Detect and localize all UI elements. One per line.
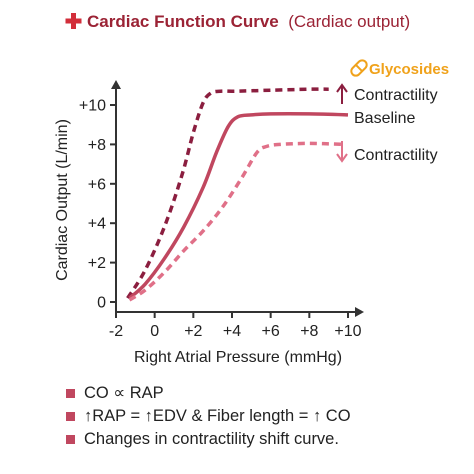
- y-ticks: 0 +2 +4 +6 +8 +10: [79, 98, 116, 312]
- x-ticks: -2 0 +2 +4 +6 +8 +10: [109, 312, 362, 340]
- series-layer: [126, 87, 349, 302]
- legend: Contractility Baseline Contractility: [336, 83, 438, 164]
- x-tick-label: 0: [150, 323, 159, 340]
- y-tick-label: +8: [88, 137, 106, 154]
- y-tick-label: +2: [88, 255, 106, 272]
- glycosides-label: Glycosides: [369, 61, 449, 78]
- series-decreased-contractility: [128, 141, 345, 302]
- series-baseline: [128, 112, 349, 300]
- legend-baseline: Baseline: [354, 110, 415, 127]
- x-tick-label: -2: [109, 323, 123, 340]
- x-axis-label: Right Atrial Pressure (mmHg): [134, 349, 342, 366]
- y-tick-label: 0: [97, 295, 106, 312]
- note-text: Changes in contractility shift curve.: [84, 430, 339, 448]
- note-item: Changes in contractility shift curve.: [66, 428, 351, 451]
- arrow-up-icon: [336, 83, 348, 104]
- bullet-square-icon: [66, 435, 75, 444]
- note-text: CO ∝ RAP: [84, 384, 164, 402]
- y-axis-label: Cardiac Output (L/min): [54, 119, 71, 281]
- y-tick-label: +10: [79, 98, 106, 115]
- note-text: ↑RAP = ↑EDV & Fiber length = ↑ CO: [84, 407, 351, 425]
- medical-cross-icon: [65, 13, 82, 29]
- arrow-down-icon: [336, 141, 348, 163]
- note-item: ↑RAP = ↑EDV & Fiber length = ↑ CO: [66, 405, 351, 428]
- x-tick-label: +2: [184, 323, 202, 340]
- note-item: CO ∝ RAP: [66, 382, 351, 405]
- glycosides-annotation: Glycosides: [350, 59, 449, 78]
- x-axis-arrow: [355, 307, 364, 317]
- x-tick-label: +6: [262, 323, 280, 340]
- axes: [111, 80, 364, 317]
- y-tick-label: +6: [88, 176, 106, 193]
- bullet-square-icon: [66, 389, 75, 398]
- legend-decreased-contractility: Contractility: [354, 147, 438, 164]
- legend-increased-contractility: Contractility: [354, 87, 438, 104]
- x-tick-label: +4: [223, 323, 241, 340]
- bullet-square-icon: [66, 412, 75, 421]
- y-axis-arrow: [111, 80, 121, 89]
- notes-list: CO ∝ RAP ↑RAP = ↑EDV & Fiber length = ↑ …: [66, 382, 351, 451]
- capsule-icon: [350, 59, 368, 77]
- x-tick-label: +10: [334, 323, 361, 340]
- x-tick-label: +8: [300, 323, 318, 340]
- header: Cardiac Function Curve (Cardiac output): [65, 12, 410, 31]
- y-tick-label: +4: [88, 216, 106, 233]
- chart-title: Cardiac Function Curve (Cardiac output): [87, 12, 410, 31]
- series-increased-contractility: [126, 87, 329, 300]
